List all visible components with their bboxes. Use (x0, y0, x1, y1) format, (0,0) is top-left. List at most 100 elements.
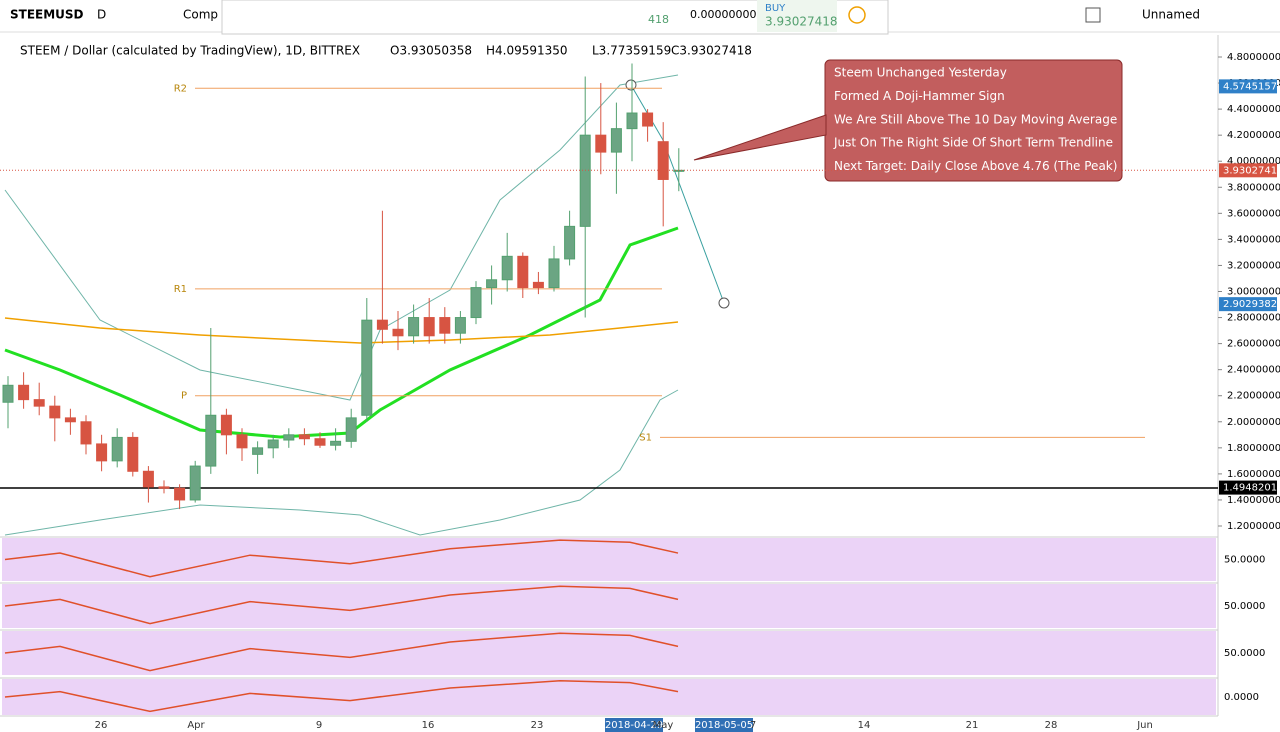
candle-body (376, 319, 388, 330)
candle-body (80, 421, 92, 445)
date-marker (695, 718, 753, 732)
date-marker (605, 718, 663, 732)
ohlc-label: L3.77359159 (592, 44, 671, 58)
x-tick-label: 21 (966, 720, 979, 731)
x-tick-label: 7 (750, 720, 756, 731)
indicator-label: 0.0000 (1224, 692, 1259, 703)
candle-body (610, 128, 622, 153)
y-tick-label: 4.00000000 (1227, 156, 1280, 167)
ohlc-label: C3.93027418 (671, 44, 752, 58)
ohlc-label: H4.09591350 (486, 44, 568, 58)
x-tick-label: 28 (1045, 720, 1058, 731)
indicator-line (4, 539, 679, 578)
y-tick-label: 2.80000000 (1227, 313, 1280, 324)
price-mark (1219, 297, 1277, 312)
callout-text: Formed A Doji-Hammer Sign (834, 89, 1005, 103)
candle-body (127, 436, 139, 472)
callout-text: Just On The Right Side Of Short Term Tre… (833, 136, 1113, 150)
candle-body (579, 134, 591, 227)
price-mark-label: 1.49482016 (1223, 483, 1280, 494)
indicator-label: 50.0000 (1224, 648, 1265, 659)
pivot-label: P (181, 391, 187, 402)
x-tick-label: 14 (858, 720, 871, 731)
y-tick-label: 4.40000000 (1227, 104, 1280, 115)
left-price: 418 (648, 13, 669, 26)
candle-body (220, 414, 232, 436)
bollinger-upper (4, 74, 679, 401)
price-mark-label: 3.93027418 (1223, 165, 1280, 176)
candle-body (298, 434, 310, 440)
candle-body (361, 319, 373, 416)
symbol[interactable]: STEEMUSD (10, 8, 84, 22)
callout-text: Next Target: Daily Close Above 4.76 (The… (834, 159, 1117, 173)
candle-body (33, 399, 45, 407)
x-tick-label: May (653, 720, 674, 731)
pivot-label: S1 (639, 432, 652, 443)
compare[interactable]: Comp (183, 8, 218, 22)
candle-body (345, 417, 357, 442)
candle-body (657, 141, 669, 180)
y-tick-label: 3.20000000 (1227, 260, 1280, 271)
candle-body (501, 255, 513, 281)
candle-body (314, 438, 326, 446)
layout-name[interactable]: Unnamed (1142, 8, 1200, 22)
y-tick-label: 2.20000000 (1227, 391, 1280, 402)
y-tick-label: 3.40000000 (1227, 234, 1280, 245)
price-mark (1219, 163, 1277, 178)
checkbox[interactable] (1085, 7, 1101, 23)
candle-body (189, 465, 201, 501)
y-tick-label: 3.00000000 (1227, 287, 1280, 298)
candle-body (532, 281, 544, 289)
candle-body (470, 287, 482, 319)
candle-body (267, 439, 279, 449)
price-mark (1219, 480, 1277, 495)
buy-button[interactable] (757, 0, 837, 32)
bollinger-lower (4, 389, 679, 536)
candle-body (548, 258, 560, 289)
x-tick-label: 9 (316, 720, 322, 731)
x-tick-label: 2018-05-05 (695, 720, 753, 731)
buy-price[interactable]: 3.93027418 (765, 15, 838, 29)
x-tick-label: 2018-04-29 (605, 720, 663, 731)
candle-body (626, 112, 638, 130)
candle-body (439, 317, 451, 334)
candle-body (111, 436, 123, 462)
buy-label[interactable]: BUY (765, 3, 786, 14)
x-tick-label: Apr (187, 720, 205, 731)
x-tick-label: Jun (1136, 720, 1153, 731)
candle-body (252, 447, 264, 455)
y-tick-label: 4.80000000 (1227, 52, 1280, 63)
price-mark-label: 4.57451579 (1223, 81, 1280, 92)
x-tick-label: 16 (422, 720, 435, 731)
y-tick-label: 2.40000000 (1227, 365, 1280, 376)
ohlc-label: O3.93050358 (390, 44, 472, 58)
candle-body (142, 470, 154, 488)
candle-body (283, 434, 295, 441)
y-tick-label: 2.60000000 (1227, 339, 1280, 350)
candle-body (595, 134, 607, 153)
callout-text: Steem Unchanged Yesterday (834, 66, 1007, 80)
y-tick-label: 1.60000000 (1227, 469, 1280, 480)
pivot-label: R1 (174, 284, 187, 295)
interval[interactable]: D (97, 8, 106, 22)
trendline-handle[interactable] (625, 79, 637, 91)
price-mark (1219, 79, 1277, 94)
indicator-pane (2, 679, 1216, 715)
indicator-line (4, 585, 679, 625)
indicator-line (4, 632, 679, 672)
indicator-pane (2, 538, 1216, 581)
trendline-handle[interactable] (718, 297, 730, 309)
x-tick-label: 23 (531, 720, 544, 731)
y-tick-label: 1.40000000 (1227, 495, 1280, 506)
candle-body (174, 487, 186, 501)
moving-average (4, 226, 679, 439)
candle-body (642, 112, 654, 127)
y-tick-label: 3.60000000 (1227, 208, 1280, 219)
candle-body (205, 414, 217, 467)
candle-body (158, 486, 170, 489)
candle-body (517, 255, 529, 289)
indicator-label: 50.0000 (1224, 555, 1265, 566)
info-icon[interactable] (848, 6, 866, 24)
candle-body (454, 317, 466, 334)
